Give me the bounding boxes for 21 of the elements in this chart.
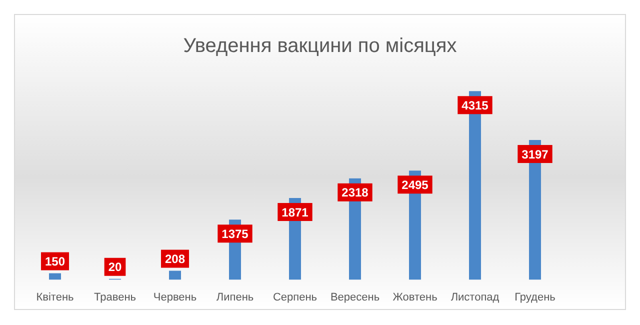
x-tick-label: Жовтень — [392, 291, 438, 304]
data-label: 208 — [164, 252, 186, 266]
x-tick-label: Травень — [94, 291, 136, 304]
x-tick-label: Листопад — [450, 291, 500, 304]
data-label: 2318 — [342, 186, 369, 200]
x-tick-label: Серпень — [272, 291, 318, 304]
x-tick-label: Квітень — [36, 291, 74, 304]
data-label: 2495 — [402, 178, 429, 192]
data-label: 1375 — [222, 226, 249, 241]
data-label: 3197 — [522, 147, 549, 162]
x-tick-label: Грудень — [514, 291, 556, 304]
bar — [169, 270, 181, 280]
chart-title: Уведення вакцини по місяцях — [182, 35, 458, 58]
data-label: 20 — [108, 260, 122, 274]
x-tick-label: Липень — [216, 291, 254, 304]
data-label: 1871 — [282, 205, 309, 220]
x-tick-label: Червень — [153, 291, 197, 304]
x-tick-label: Вересень — [330, 291, 380, 304]
bar — [49, 273, 61, 280]
data-label: 4315 — [462, 98, 489, 112]
data-label: 150 — [44, 254, 66, 269]
